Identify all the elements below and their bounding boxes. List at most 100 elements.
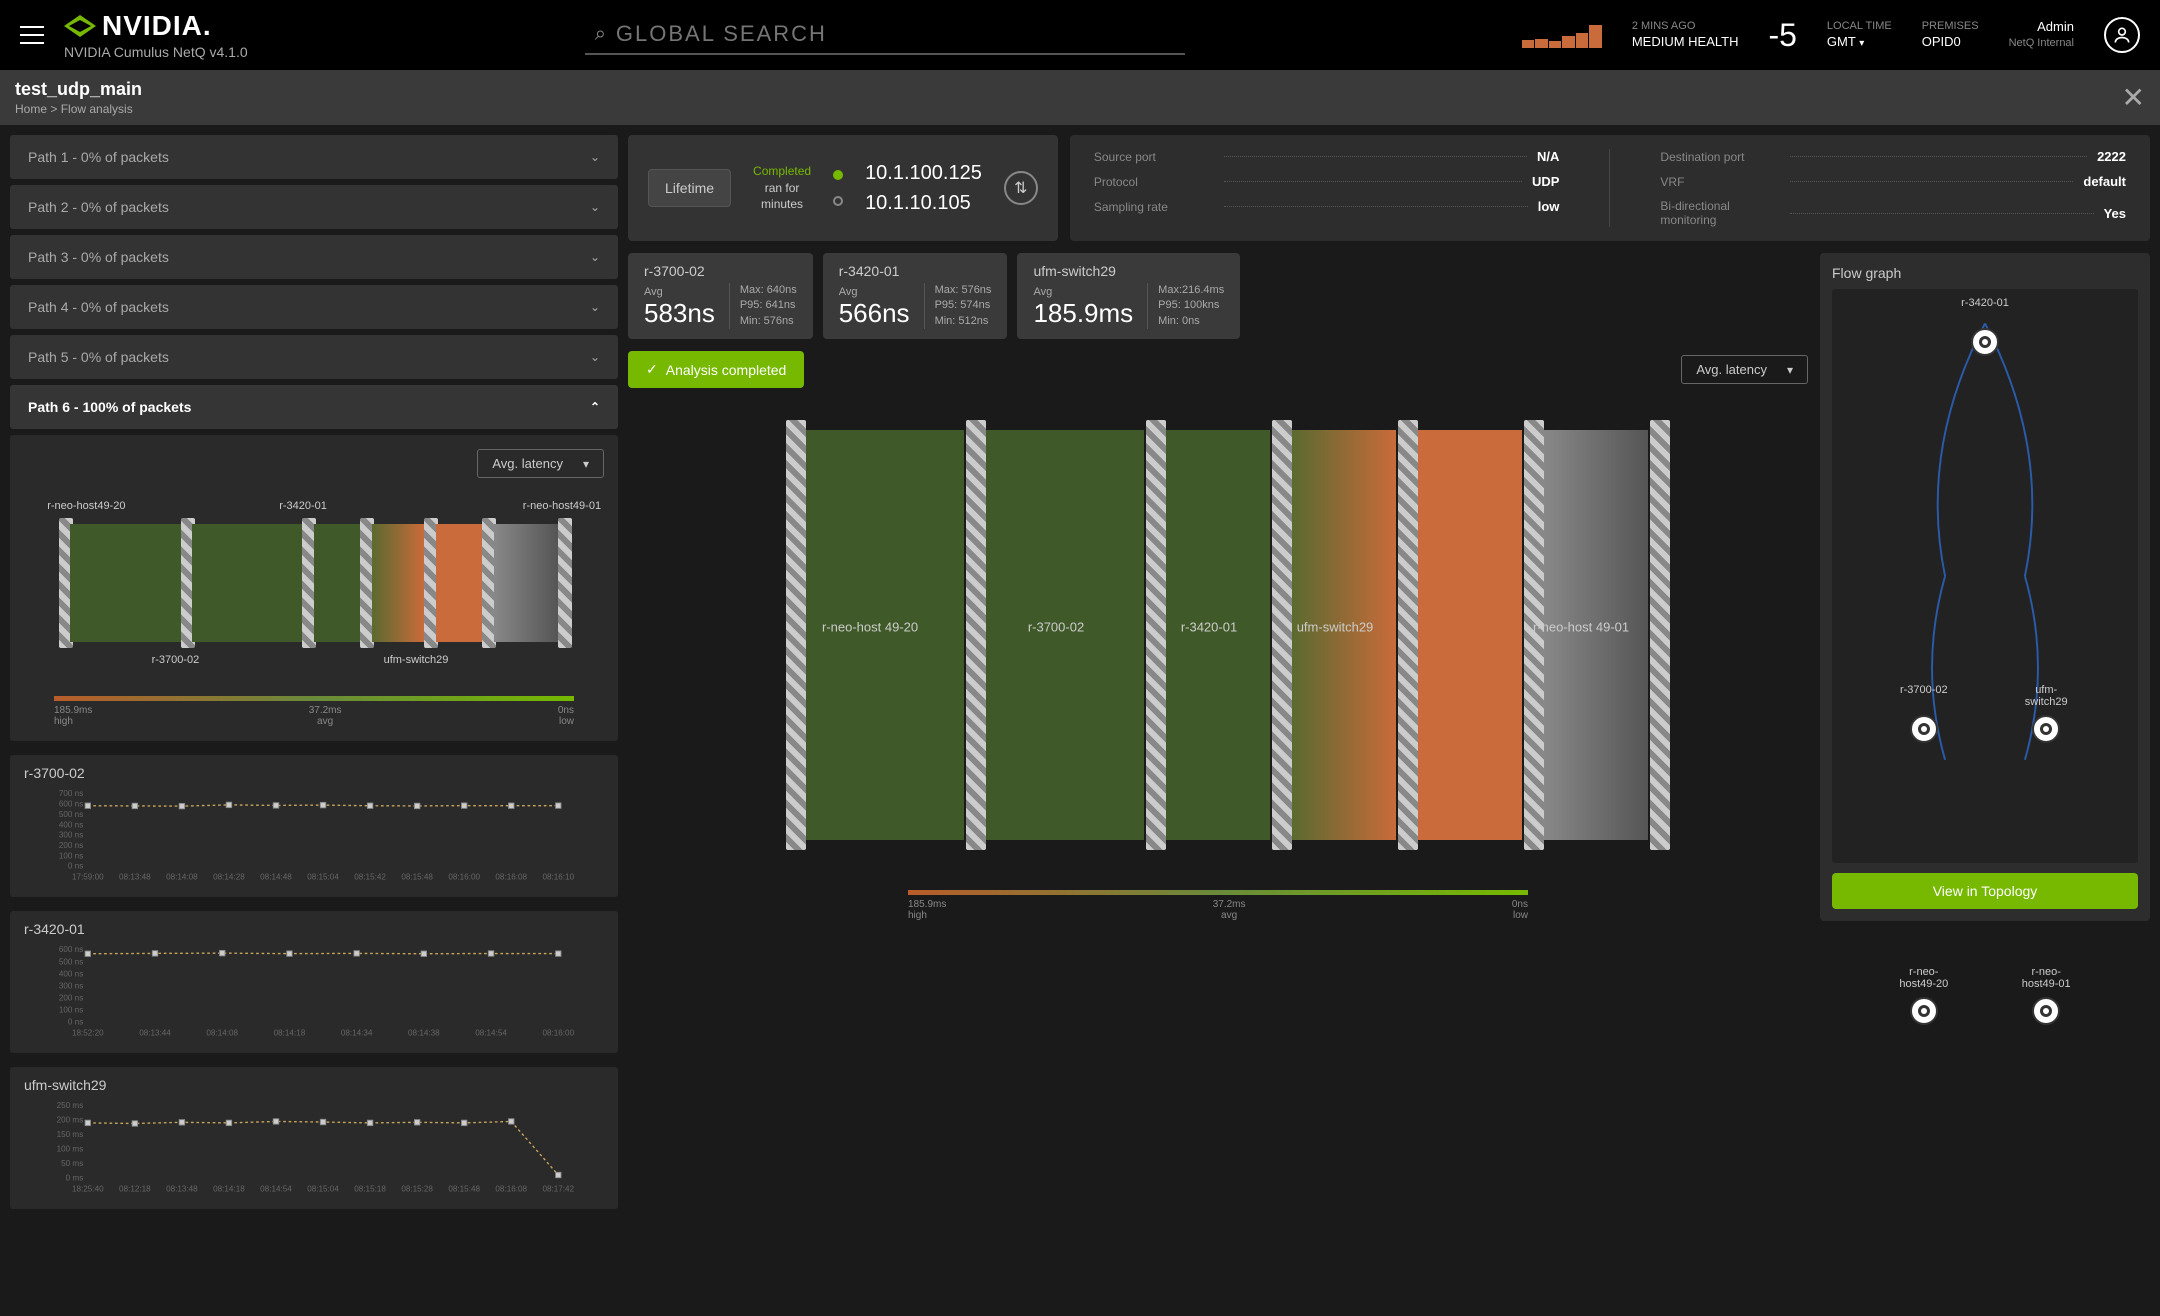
svg-text:08:16:10: 08:16:10 [542,872,574,881]
chevron-down-icon: ⌄ [590,300,600,314]
svg-text:250 ms: 250 ms [57,1101,84,1110]
health-sparkline [1522,23,1602,48]
health-ago: 2 MINS AGO [1632,19,1739,33]
menu-icon[interactable] [20,26,44,44]
user-name: Admin [2009,19,2074,36]
svg-text:08:14:38: 08:14:38 [408,1028,440,1037]
page-title: test_udp_main [15,79,142,100]
session-card: Lifetime Completed ran for minutes 10.1.… [628,135,1058,241]
device-card[interactable]: ufm-switch29Avg185.9msMax:216.4msP95: 10… [1017,253,1240,339]
check-icon: ✓ [646,361,658,378]
svg-text:08:14:08: 08:14:08 [206,1028,238,1037]
meta-row: Source portN/A [1094,149,1560,164]
path-detail-panel: Avg. latency▾ r-neo-host49-20r-3420-01r-… [10,435,618,741]
svg-text:08:15:04: 08:15:04 [307,1184,339,1193]
svg-text:08:15:28: 08:15:28 [401,1184,433,1193]
chevron-down-icon: ⌄ [590,150,600,164]
breadcrumb: Home > Flow analysis [15,102,142,116]
svg-text:08:16:08: 08:16:08 [495,1184,527,1193]
search-icon: ⌕ [595,23,606,46]
graph-node[interactable] [1910,715,1938,743]
chevron-down-icon: ▾ [583,457,589,471]
device-card[interactable]: r-3700-02Avg583nsMax: 640nsP95: 641nsMin… [628,253,813,339]
graph-node-label: r-3700-02 [1894,684,1954,696]
path-item-1[interactable]: Path 1 - 0% of packets⌄ [10,135,618,179]
svg-text:08:14:08: 08:14:08 [166,872,198,881]
path-item-5[interactable]: Path 5 - 0% of packets⌄ [10,335,618,379]
svg-text:100 ns: 100 ns [59,851,83,860]
dst-dot-icon [833,196,843,206]
graph-node[interactable] [2032,997,2060,1025]
path-item-3[interactable]: Path 3 - 0% of packets⌄ [10,235,618,279]
chevron-down-icon: ⌄ [590,350,600,364]
premises-value[interactable]: OPID0 [1922,34,1979,51]
graph-node[interactable] [2032,715,2060,743]
device-summary-row: r-3700-02Avg583nsMax: 640nsP95: 641nsMin… [628,253,1808,339]
svg-text:08:16:08: 08:16:08 [495,872,527,881]
svg-text:08:14:18: 08:14:18 [274,1028,306,1037]
svg-text:50 ms: 50 ms [61,1159,83,1168]
svg-text:600 ns: 600 ns [59,800,83,809]
meta-row: ProtocolUDP [1094,174,1560,189]
svg-text:100 ms: 100 ms [57,1145,84,1154]
svg-text:200 ms: 200 ms [57,1116,84,1125]
view-topology-button[interactable]: View in Topology [1832,873,2138,909]
graph-node[interactable] [1971,328,1999,356]
product-name: NVIDIA Cumulus NetQ v4.1.0 [64,44,248,60]
svg-text:200 ns: 200 ns [59,841,83,850]
svg-text:08:13:48: 08:13:48 [119,872,151,881]
path-item-2[interactable]: Path 2 - 0% of packets⌄ [10,185,618,229]
close-icon[interactable]: ✕ [2122,81,2145,114]
user-sub: NetQ Internal [2009,36,2074,50]
device-card[interactable]: r-3420-01Avg566nsMax: 576nsP95: 574nsMin… [823,253,1008,339]
path-item-6[interactable]: Path 6 - 100% of packets⌃ [10,385,618,429]
flow-graph-canvas[interactable]: r-3420-01r-3700-02ufm-switch29r-neo-host… [1832,289,2138,863]
meta-row: Bi-directional monitoringYes [1660,199,2126,227]
top-bar: NVIDIA. NVIDIA Cumulus NetQ v4.1.0 ⌕ 2 M… [0,0,2160,70]
swap-direction-button[interactable]: ⇅ [1004,171,1038,205]
user-avatar-icon[interactable] [2104,17,2140,53]
svg-text:18:52:20: 18:52:20 [72,1028,104,1037]
mini-chart: r-3420-01 600 ns500 ns400 ns300 ns200 ns… [10,911,618,1053]
svg-text:08:14:34: 08:14:34 [341,1028,373,1037]
svg-text:400 ns: 400 ns [59,969,83,978]
mini-chart: ufm-switch29 250 ms200 ms150 ms100 ms50 … [10,1067,618,1209]
flow-graph-panel: Flow graph r-3420-01r-3700-02ufm-switch2… [1820,253,2150,921]
time-label: LOCAL TIME [1827,19,1892,33]
status-completed: Completed [753,163,811,180]
search-input[interactable] [616,21,1175,47]
svg-text:17:59:00: 17:59:00 [72,872,104,881]
svg-text:100 ns: 100 ns [59,1006,83,1015]
svg-text:08:14:48: 08:14:48 [260,872,292,881]
meta-row: Sampling ratelow [1094,199,1560,214]
dest-ip: 10.1.10.105 [865,188,982,218]
svg-text:700 ns: 700 ns [59,789,83,798]
svg-text:08:14:18: 08:14:18 [213,1184,245,1193]
meta-card: Source portN/A ProtocolUDP Sampling ratelo… [1070,135,2150,241]
svg-text:0 ms: 0 ms [66,1174,84,1183]
svg-text:08:17:42: 08:17:42 [542,1184,574,1193]
svg-text:08:13:44: 08:13:44 [139,1028,171,1037]
src-dot-icon [833,170,843,180]
graph-node-label: r-neo-host49-01 [2016,966,2076,990]
svg-text:0 ns: 0 ns [68,862,83,871]
svg-text:08:15:18: 08:15:18 [354,1184,386,1193]
mini-metric-dropdown[interactable]: Avg. latency▾ [477,449,604,478]
path-item-4[interactable]: Path 4 - 0% of packets⌄ [10,285,618,329]
chevron-down-icon: ⌄ [590,250,600,264]
graph-node[interactable] [1910,997,1938,1025]
latency-gradient-bar [908,890,1528,895]
chevron-down-icon: ⌄ [590,200,600,214]
svg-text:400 ns: 400 ns [59,820,83,829]
global-search[interactable]: ⌕ [585,15,1185,55]
meta-row: VRFdefault [1660,174,2126,189]
svg-text:500 ns: 500 ns [59,810,83,819]
svg-text:500 ns: 500 ns [59,957,83,966]
logo-block: NVIDIA. NVIDIA Cumulus NetQ v4.1.0 [64,10,248,60]
svg-text:08:16:00: 08:16:00 [542,1028,574,1037]
temperature: -5 [1768,17,1796,54]
svg-text:08:13:48: 08:13:48 [166,1184,198,1193]
nvidia-eye-icon [64,15,96,37]
graph-node-label: r-neo-host49-20 [1894,966,1954,990]
metric-dropdown[interactable]: Avg. latency▾ [1681,355,1808,384]
